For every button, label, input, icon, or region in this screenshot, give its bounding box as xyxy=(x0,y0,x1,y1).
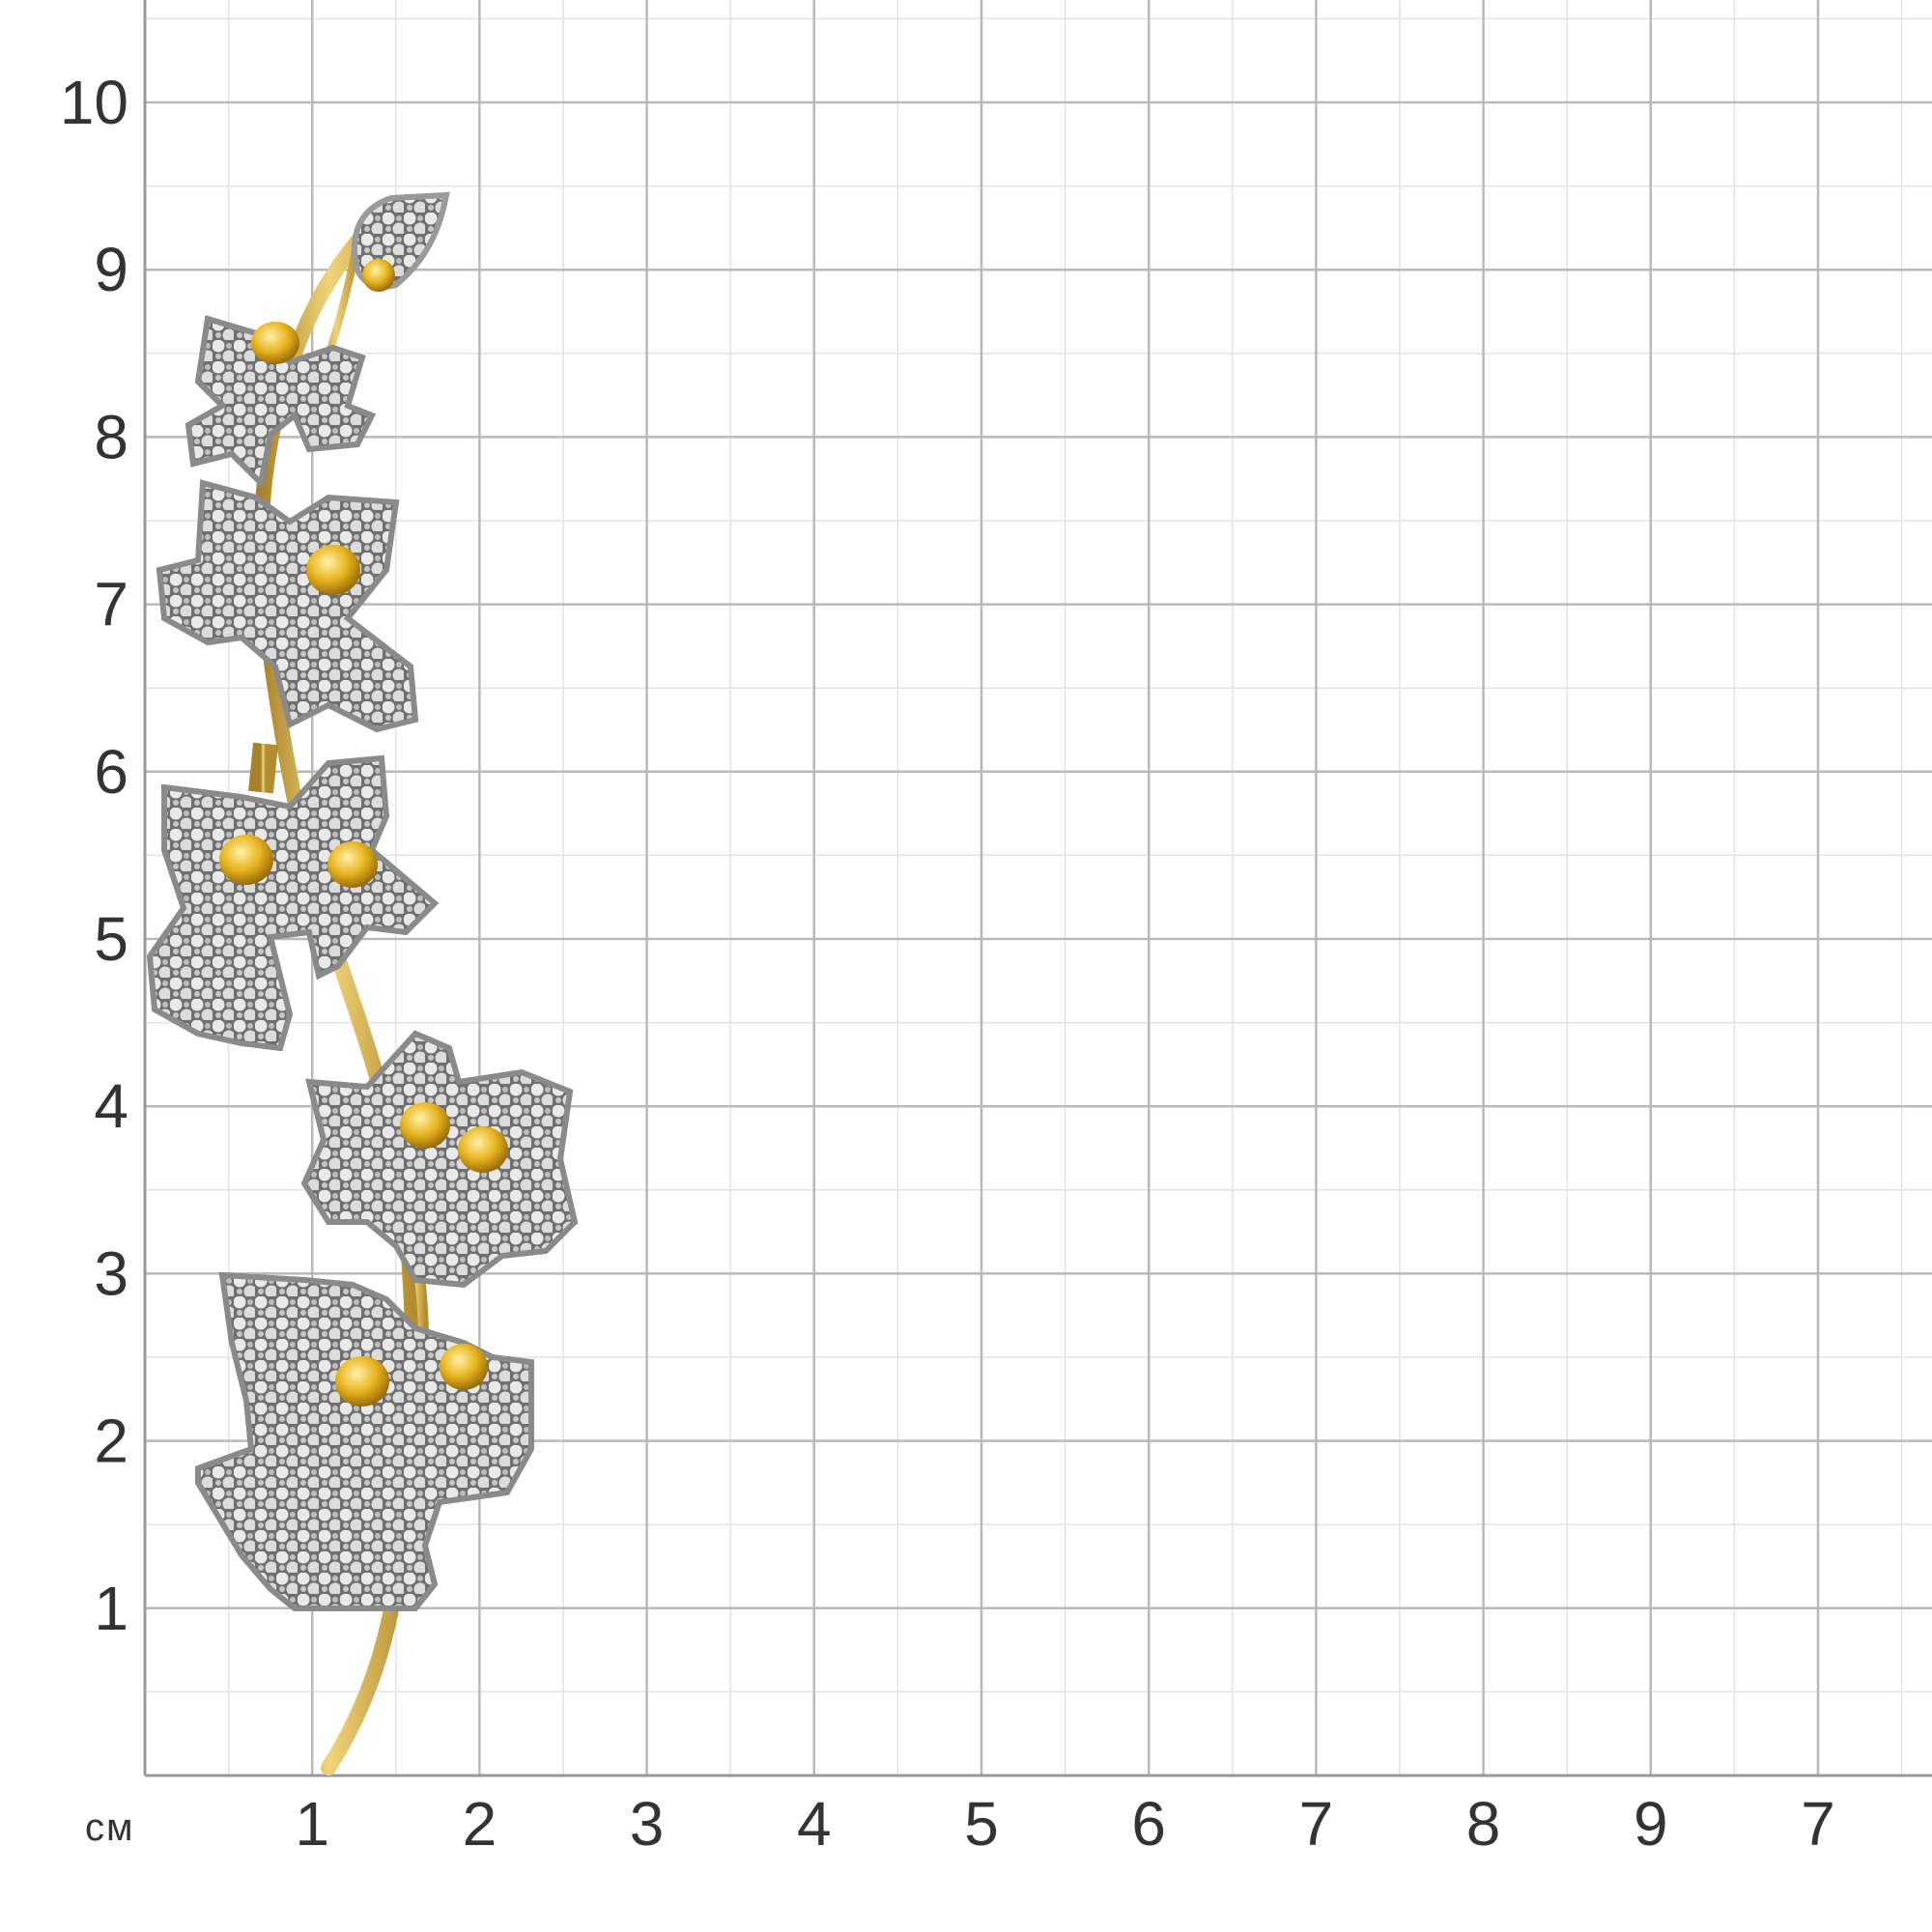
x-tick-label: 3 xyxy=(630,1789,665,1859)
x-tick-label: 6 xyxy=(1131,1789,1166,1859)
y-tick-label: 8 xyxy=(94,402,128,471)
sapphire-stone xyxy=(458,1126,508,1173)
y-tick-label: 9 xyxy=(94,235,128,304)
y-tick-label: 3 xyxy=(94,1238,128,1308)
brooch-image xyxy=(146,191,579,1776)
x-tick-label: 5 xyxy=(964,1789,999,1859)
unit-label: см xyxy=(85,1806,135,1849)
sapphire-stone xyxy=(440,1344,488,1390)
y-tick-label: 5 xyxy=(94,904,128,974)
x-tick-label: 4 xyxy=(797,1789,832,1859)
leaf-cluster-2 xyxy=(156,479,419,733)
y-tick-label: 6 xyxy=(94,737,128,807)
leaf-cluster-3 xyxy=(146,754,440,1052)
ruler-axes xyxy=(143,0,1932,1777)
sapphire-stone xyxy=(219,835,273,885)
leaf-cluster-1 xyxy=(185,315,377,490)
x-axis-labels: 1 2 3 4 5 6 7 8 9 7 xyxy=(295,1789,1834,1859)
sapphire-stone xyxy=(327,841,378,888)
twig-pin xyxy=(248,742,278,794)
sapphire-stone xyxy=(251,322,299,364)
x-tick-label: 8 xyxy=(1466,1789,1501,1859)
x-tick-label: 7 xyxy=(1299,1789,1334,1859)
x-tick-label: 2 xyxy=(463,1789,497,1859)
y-tick-label: 1 xyxy=(94,1574,128,1643)
leaf-cluster-5 xyxy=(195,1271,534,1611)
y-axis-labels: 1 2 3 4 5 6 7 8 9 10 xyxy=(60,68,128,1643)
minor-grid xyxy=(145,0,1932,1776)
y-tick-label: 7 xyxy=(94,570,128,639)
sapphire-stone xyxy=(306,545,360,595)
x-tick-label: 7 xyxy=(1801,1789,1835,1859)
x-tick-label: 1 xyxy=(295,1789,329,1859)
sapphire-stones xyxy=(219,259,508,1406)
y-tick-label: 4 xyxy=(94,1071,128,1141)
x-tick-label: 9 xyxy=(1634,1789,1668,1859)
y-tick-label: 2 xyxy=(94,1406,128,1476)
sapphire-stone xyxy=(335,1356,389,1406)
leaf-cluster-4 xyxy=(300,1030,579,1289)
sapphire-stone xyxy=(400,1102,450,1149)
y-tick-label: 10 xyxy=(60,68,128,137)
sapphire-stone xyxy=(362,259,395,292)
